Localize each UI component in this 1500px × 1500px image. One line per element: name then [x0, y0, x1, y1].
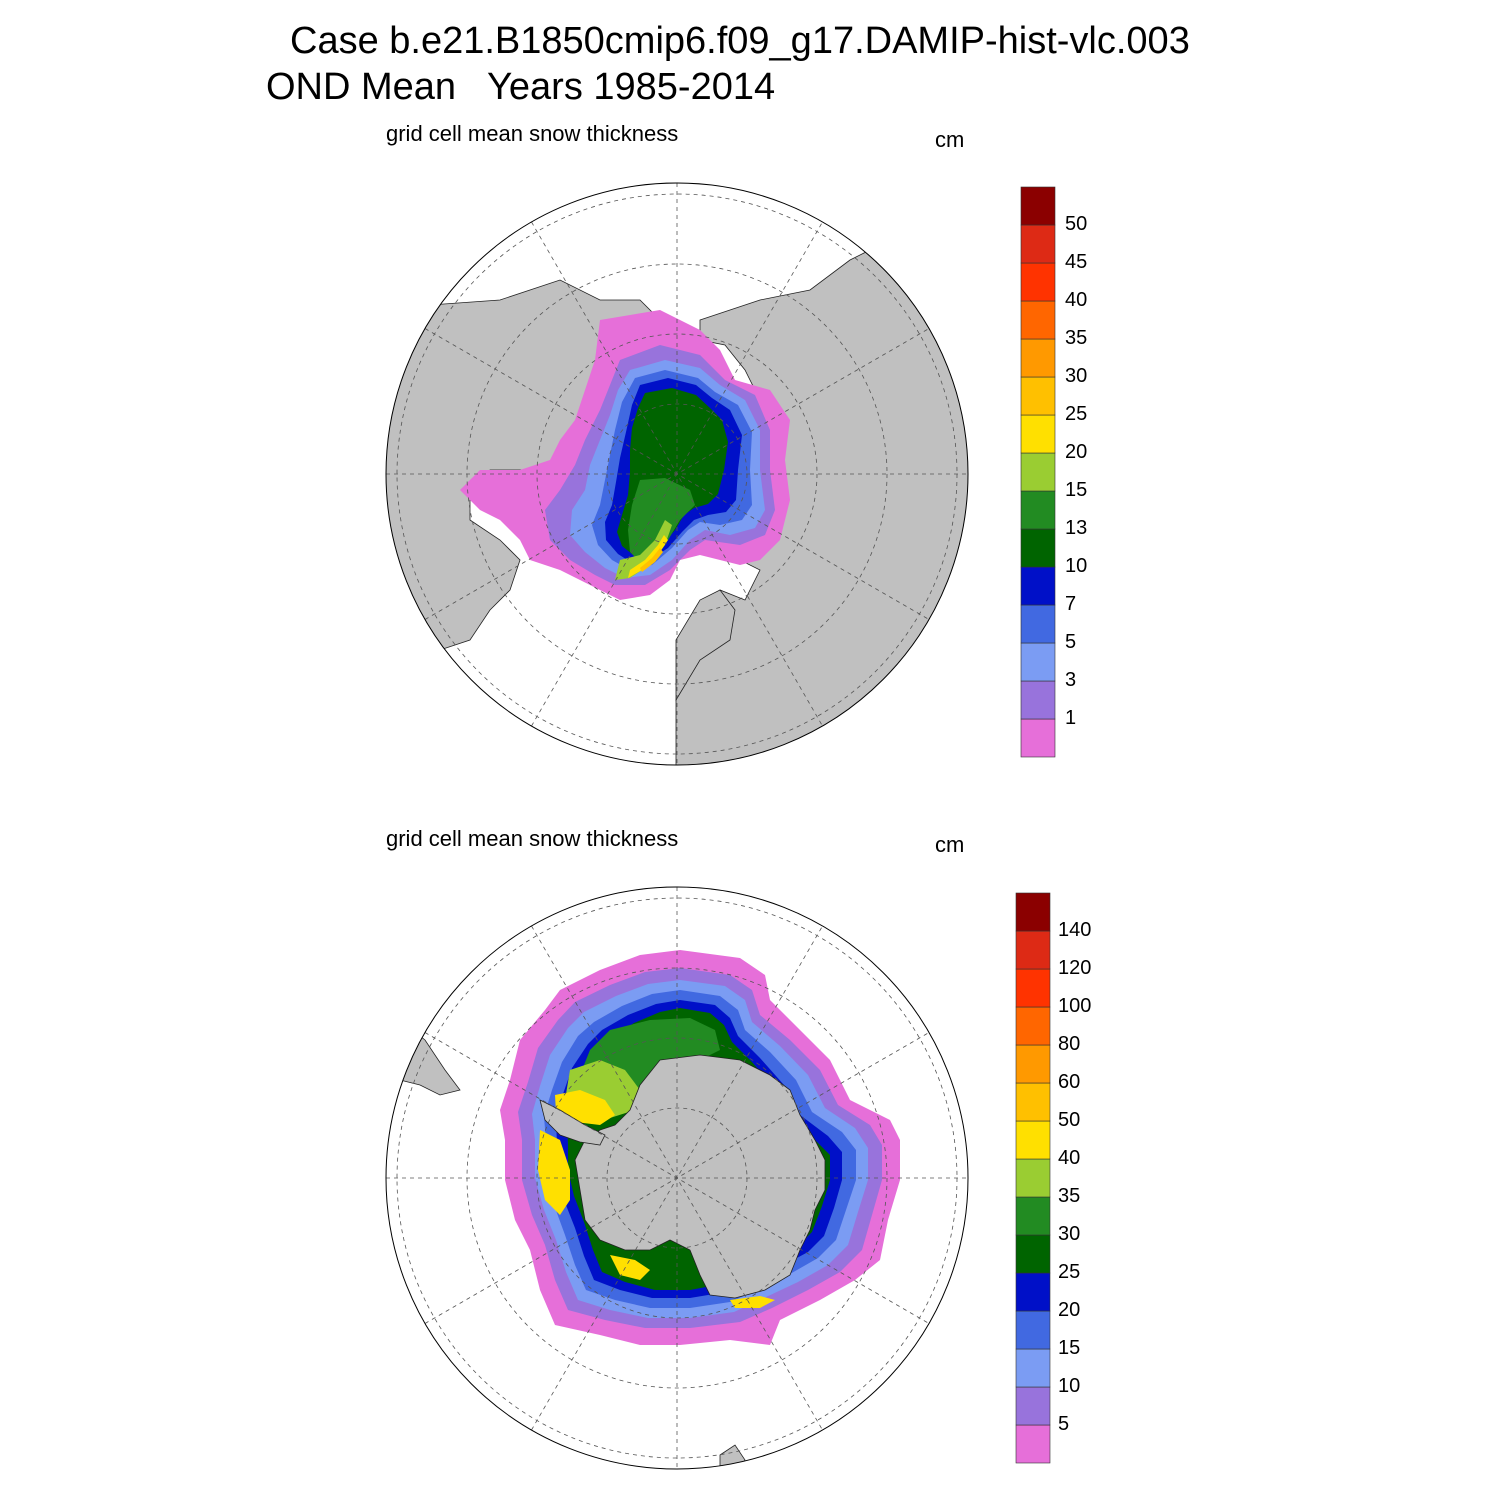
south-colorbar-tick-label: 50: [1058, 1109, 1081, 1131]
north-colorbar-box: [1020, 186, 1056, 226]
north-graticule: [386, 183, 968, 765]
south-colorbar-box: [1015, 1272, 1051, 1312]
north-snow-band-15cm: [628, 478, 695, 560]
south-colorbar-tick-label: 140: [1058, 919, 1092, 941]
north-colorbar-box: [1020, 718, 1056, 758]
north-colorbar-box: [1020, 262, 1056, 302]
north-colorbar-box: [1020, 300, 1056, 340]
north-colorbar-tick-label: 15: [1065, 479, 1088, 501]
north-colorbar-tick-label: 7: [1065, 593, 1077, 615]
south-colorbar-tick-label: 10: [1058, 1375, 1081, 1397]
north-colorbar-box: [1020, 566, 1056, 606]
south-colorbar-box: [1015, 1348, 1051, 1388]
south-antarctic-peninsula-land: [539, 1099, 606, 1146]
south-colorbar: [1015, 892, 1051, 1464]
south-colorbar-box: [1015, 1196, 1051, 1236]
north-europe-land: [675, 589, 736, 702]
north-colorbar-box: [1020, 490, 1056, 530]
north-colorbar-box: [1020, 680, 1056, 720]
south-colorbar-tick-label: 20: [1058, 1299, 1081, 1321]
south-colorbar-tick-label: 35: [1058, 1185, 1081, 1207]
north-snow-band-25cm: [628, 535, 668, 578]
south-snow-band-weddell: [538, 1130, 570, 1215]
north-colorbar-tick-label: 30: [1065, 365, 1088, 387]
north-colorbar-tick-label: 50: [1065, 213, 1088, 235]
title-line-1: Case b.e21.B1850cmip6.f09_g17.DAMIP-hist…: [290, 20, 1190, 62]
north-colorbar-box: [1020, 414, 1056, 454]
south-colorbar-tick-label: 40: [1058, 1147, 1081, 1169]
north-panel-units-label: cm: [935, 127, 965, 152]
north-map-border: [385, 182, 969, 766]
north-snow-band-30cm: [640, 548, 663, 572]
south-polar-map: [385, 886, 969, 1470]
north-panel-variable-label: grid cell mean snow thickness: [386, 121, 679, 146]
north-colorbar-tick-label: 35: [1065, 327, 1088, 349]
south-colorbar-box: [1015, 968, 1051, 1008]
south-colorbar-box: [1015, 1120, 1051, 1160]
south-colorbar-box: [1015, 892, 1051, 932]
north-colorbar-box: [1020, 642, 1056, 682]
south-colorbar-box: [1015, 1424, 1051, 1464]
south-colorbar-box: [1015, 1082, 1051, 1122]
north-colorbar-box: [1020, 604, 1056, 644]
south-colorbar-tick-label: 25: [1058, 1261, 1081, 1283]
north-colorbar-box: [1020, 452, 1056, 492]
title-line-2: OND Mean Years 1985-2014: [266, 66, 776, 108]
south-colorbar-tick-label: 15: [1058, 1337, 1081, 1359]
north-colorbar-tick-label: 5: [1065, 631, 1077, 653]
north-colorbar: [1020, 186, 1056, 758]
north-colorbar-tick-label: 1: [1065, 707, 1077, 729]
north-colorbar-box: [1020, 224, 1056, 264]
north-polar-map: [385, 182, 969, 766]
north-colorbar-tick-label: 3: [1065, 669, 1077, 691]
north-snow-band-20cm: [615, 520, 672, 580]
south-colorbar-box: [1015, 1006, 1051, 1046]
north-colorbar-tick-label: 45: [1065, 251, 1088, 273]
south-snow-band-ross: [610, 1255, 650, 1280]
south-colorbar-box: [1015, 1234, 1051, 1274]
north-colorbar-box: [1020, 376, 1056, 416]
north-colorbar-tick-label: 25: [1065, 403, 1088, 425]
south-map-border: [385, 886, 969, 1470]
south-panel-units-label: cm: [935, 832, 965, 857]
south-colorbar-box: [1015, 1310, 1051, 1350]
north-colorbar-tick-label: 10: [1065, 555, 1088, 577]
south-colorbar-box: [1015, 1158, 1051, 1198]
south-colorbar-tick-label: 30: [1058, 1223, 1081, 1245]
south-colorbar-tick-label: 5: [1058, 1413, 1070, 1435]
south-snow-band-east: [730, 1296, 775, 1308]
south-colorbar-tick-label: 60: [1058, 1071, 1081, 1093]
north-colorbar-tick-label: 20: [1065, 441, 1088, 463]
south-colorbar-box: [1015, 1044, 1051, 1084]
north-colorbar-tick-label: 40: [1065, 289, 1088, 311]
south-panel-variable-label: grid cell mean snow thickness: [386, 826, 679, 851]
north-colorbar-tick-label: 13: [1065, 517, 1088, 539]
south-colorbar-tick-label: 100: [1058, 995, 1092, 1017]
south-graticule: [386, 887, 968, 1469]
south-colorbar-tick-label: 80: [1058, 1033, 1081, 1055]
south-colorbar-box: [1015, 930, 1051, 970]
north-colorbar-box: [1020, 338, 1056, 378]
north-colorbar-box: [1020, 528, 1056, 568]
south-colorbar-tick-label: 120: [1058, 957, 1092, 979]
south-colorbar-box: [1015, 1386, 1051, 1426]
